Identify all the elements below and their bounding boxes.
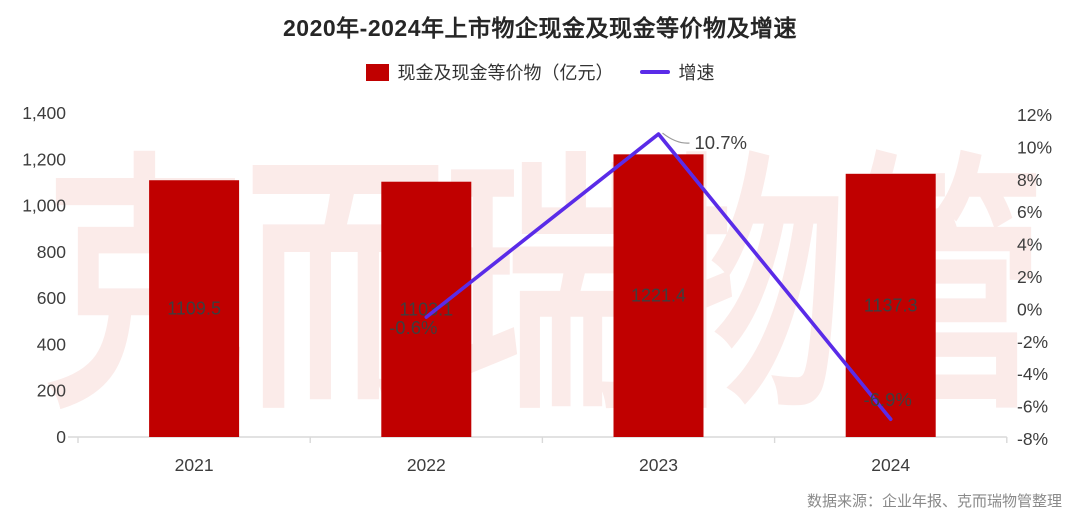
x-axis-category-label: 2024 <box>871 455 910 475</box>
data-source: 数据来源：企业年报、克而瑞物管整理 <box>806 493 1062 510</box>
legend-label-growth: 增速 <box>678 63 715 83</box>
bar-value-label: 1221.4 <box>631 286 686 306</box>
bar-value-label: 1109.5 <box>167 299 221 319</box>
growth-point-label: 10.7% <box>695 132 747 153</box>
right-axis-tick-label: 6% <box>1017 202 1042 222</box>
right-axis-tick-label: 0% <box>1017 299 1042 319</box>
right-axis-tick-label: -2% <box>1017 332 1048 352</box>
growth-point-label: -6.9% <box>864 389 912 410</box>
legend-label-cash: 现金及现金等价物（亿元） <box>397 63 614 83</box>
x-axis-category-label: 2022 <box>407 455 446 475</box>
bar-2022 <box>381 181 472 437</box>
bar-2024 <box>845 173 936 437</box>
x-axis-category-label: 2021 <box>175 455 214 475</box>
left-axis-tick-label: 0 <box>56 427 66 447</box>
bar-2021 <box>149 180 240 437</box>
bar-series-swatch-icon <box>365 63 389 81</box>
chart-legend: 现金及现金等价物（亿元） 增速 <box>0 59 1080 85</box>
left-axis-tick-label: 1,200 <box>22 149 66 169</box>
legend-item-cash: 现金及现金等价物（亿元） <box>365 59 614 85</box>
left-axis-tick-label: 1,400 <box>22 103 66 123</box>
plot-area: 克而瑞物管 1,400 1,200 1,000 800 600 400 200 0 12% 10% 8… <box>0 90 1080 490</box>
bar-2023 <box>613 154 704 438</box>
left-axis-tick-label: 400 <box>37 334 66 354</box>
chart-title: 2020年-2024年上市物企现金及现金等价物及增速 <box>283 15 797 41</box>
bar-value-label: 1137.3 <box>864 295 918 315</box>
x-axis-category-label: 2023 <box>639 455 678 475</box>
right-axis-tick-label: 8% <box>1017 170 1042 190</box>
right-axis-tick-label: -8% <box>1017 429 1048 449</box>
right-axis-tick-label: 2% <box>1017 267 1042 287</box>
growth-point-label: -0.6% <box>389 317 437 338</box>
right-axis-tick-label: -4% <box>1017 364 1048 384</box>
left-axis-tick-label: 600 <box>37 288 66 308</box>
left-axis-tick-label: 200 <box>37 381 66 401</box>
left-axis-tick-label: 1,000 <box>22 196 66 216</box>
right-axis-tick-label: -6% <box>1017 397 1048 417</box>
line-series-swatch-icon <box>639 70 670 74</box>
right-axis-tick-label: 4% <box>1017 235 1042 255</box>
right-axis-tick-label: 10% <box>1017 137 1052 157</box>
legend-item-growth: 增速 <box>639 59 715 85</box>
left-axis-tick-label: 800 <box>37 242 66 262</box>
growth-line <box>424 132 893 421</box>
right-axis-tick-label: 12% <box>1017 105 1052 125</box>
chart-canvas: 克而瑞物管1,4001,2001,000800600400200012%10%8… <box>22 103 1052 475</box>
callout-leader-line <box>662 132 690 144</box>
